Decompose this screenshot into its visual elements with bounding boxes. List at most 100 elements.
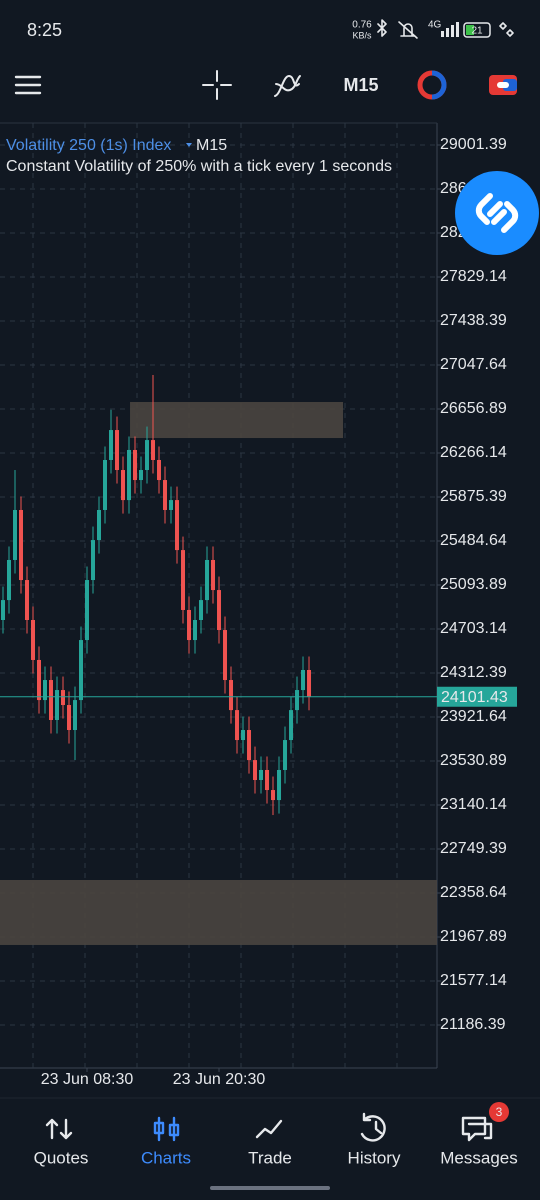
bottom-nav: Quotes Charts Trade History Messages 3 (34, 1102, 518, 1167)
candle-body (259, 769, 264, 781)
candle-body (55, 690, 60, 720)
y-tick-label: 24312.39 (440, 664, 507, 681)
indicators-button[interactable] (274, 75, 301, 97)
candle-body (247, 730, 252, 761)
y-tick-label: 25093.89 (440, 576, 507, 593)
chart-title: Volatility 250 (1s) Index (6, 137, 171, 154)
x-tick-label: 23 Jun 20:30 (173, 1071, 266, 1088)
y-tick-label: 26656.89 (440, 400, 507, 417)
candle-body (169, 500, 174, 510)
candle-body (283, 740, 288, 770)
candle-body (43, 680, 48, 701)
net-unit: KB/s (352, 30, 372, 40)
candle-body (97, 509, 102, 541)
candle-body (277, 769, 282, 801)
network-type: 4G (428, 20, 442, 31)
candle-body (13, 509, 18, 560)
candle-body (241, 730, 246, 741)
nav-label[interactable]: Charts (141, 1148, 191, 1167)
battery-level (466, 25, 474, 35)
y-tick-label: 22749.39 (440, 840, 507, 857)
candle-body (235, 710, 240, 741)
net-speed: 0.76 (352, 20, 372, 31)
y-tick-label: 24703.14 (440, 620, 507, 637)
signal (441, 31, 444, 37)
candle-body (217, 590, 222, 631)
candle-body (67, 705, 72, 731)
candle-body (133, 449, 138, 481)
candle-body (307, 669, 312, 697)
candle-body (301, 669, 306, 691)
signal (456, 22, 459, 37)
y-tick-label: 21967.89 (440, 928, 507, 945)
x-tick-label: 23 Jun 08:30 (41, 1071, 134, 1088)
misc-icon (499, 22, 514, 37)
candle-body (211, 559, 216, 591)
candle-body (229, 680, 234, 711)
price-axis: 29001.3928610.6428219.8927829.1427438.39… (41, 136, 517, 1088)
y-tick-label: 23530.89 (440, 752, 507, 769)
zone (130, 402, 344, 439)
menu-button[interactable] (14, 75, 42, 95)
y-tick-label: 25484.64 (440, 532, 507, 549)
nav-icon[interactable] (461, 1116, 493, 1142)
objects-button-part (431, 70, 447, 100)
candle-body (253, 760, 258, 781)
nav-label[interactable]: Messages (440, 1148, 517, 1167)
floating-button[interactable] (455, 171, 539, 255)
y-tick-label: 22358.64 (440, 884, 507, 901)
candle-body (85, 580, 90, 641)
candle-body (157, 459, 162, 481)
nav-icon[interactable] (360, 1112, 386, 1142)
chart-timeframe: M15 (196, 137, 227, 154)
zone (0, 880, 437, 945)
candle-body (139, 470, 144, 481)
plot (0, 123, 437, 1068)
badge (489, 1102, 509, 1122)
nav-label[interactable]: Trade (248, 1148, 292, 1167)
candle-body (73, 700, 78, 731)
candle-body (199, 600, 204, 621)
candle-body (175, 500, 180, 551)
candle-body (61, 690, 66, 706)
status-time: 8:25 (27, 20, 62, 40)
title-dropdown[interactable] (186, 143, 192, 147)
candle-body (1, 600, 6, 621)
nav-icon[interactable] (153, 1116, 180, 1142)
candle-body (181, 550, 186, 610)
candle-body (223, 630, 228, 681)
crosshair-button[interactable] (202, 70, 232, 100)
candle-body (37, 659, 42, 701)
mute-icon (398, 21, 418, 39)
y-tick-label: 27829.14 (440, 268, 507, 285)
signal (451, 25, 454, 37)
candle-body (127, 449, 132, 501)
home-indicator (210, 1186, 330, 1190)
trade-button-part (503, 79, 517, 91)
y-tick-label: 27047.64 (440, 356, 507, 373)
candle-body (163, 480, 168, 510)
y-tick-label: 23921.64 (440, 708, 507, 725)
y-tick-label: 23140.14 (440, 796, 507, 813)
candle-body (265, 769, 270, 791)
nav-label[interactable]: History (348, 1148, 401, 1167)
battery (463, 22, 491, 38)
candle-body (295, 690, 300, 711)
candle-body (109, 430, 114, 460)
nav-icon[interactable] (255, 1119, 283, 1139)
y-tick-label: 27438.39 (440, 312, 507, 329)
y-tick-label: 26266.14 (440, 444, 507, 461)
candle-body (151, 440, 156, 460)
timeframe-button[interactable]: M15 (343, 75, 378, 95)
candle-body (193, 620, 198, 641)
price-tag-label: 24101.43 (441, 689, 508, 706)
nav-label[interactable]: Quotes (34, 1148, 89, 1167)
battery-text: 21 (471, 26, 483, 37)
candle-body (31, 620, 36, 660)
floating-icon (475, 193, 519, 233)
candle-body (19, 509, 24, 581)
nav-icon[interactable] (45, 1118, 73, 1140)
candle-body (79, 640, 84, 701)
